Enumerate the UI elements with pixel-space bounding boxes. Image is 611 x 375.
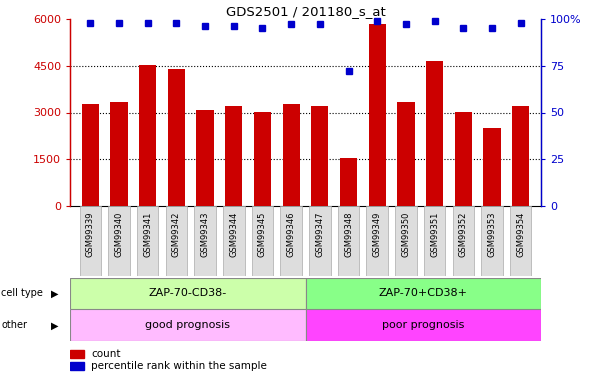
Text: ▶: ▶ (51, 320, 58, 330)
Bar (168, 69, 185, 206)
FancyBboxPatch shape (166, 206, 187, 276)
Bar (282, 104, 300, 206)
FancyBboxPatch shape (424, 206, 445, 276)
Text: GSM99349: GSM99349 (373, 212, 382, 257)
Text: cell type: cell type (1, 288, 43, 298)
Text: GSM99342: GSM99342 (172, 212, 181, 257)
FancyBboxPatch shape (510, 206, 532, 276)
Bar (368, 24, 386, 206)
Bar (311, 106, 329, 206)
FancyBboxPatch shape (453, 206, 474, 276)
Text: GSM99347: GSM99347 (315, 212, 324, 257)
Text: GSM99351: GSM99351 (430, 212, 439, 257)
FancyBboxPatch shape (223, 206, 244, 276)
Text: GSM99352: GSM99352 (459, 212, 468, 257)
Bar (512, 106, 529, 206)
Title: GDS2501 / 201180_s_at: GDS2501 / 201180_s_at (225, 4, 386, 18)
Text: GSM99343: GSM99343 (200, 212, 210, 257)
Text: GSM99350: GSM99350 (401, 212, 411, 257)
FancyBboxPatch shape (252, 206, 273, 276)
Bar (70, 350, 84, 358)
Text: GSM99354: GSM99354 (516, 212, 525, 257)
Bar (197, 110, 214, 206)
Text: GSM99345: GSM99345 (258, 212, 267, 257)
Bar (340, 158, 357, 206)
FancyBboxPatch shape (395, 206, 417, 276)
Bar (70, 362, 84, 370)
Text: ZAP-70-CD38-: ZAP-70-CD38- (148, 288, 227, 298)
Text: other: other (1, 320, 27, 330)
Text: GSM99341: GSM99341 (143, 212, 152, 257)
FancyBboxPatch shape (481, 206, 503, 276)
Bar (254, 112, 271, 206)
FancyBboxPatch shape (137, 206, 158, 276)
Text: percentile rank within the sample: percentile rank within the sample (92, 361, 267, 371)
Bar (225, 106, 243, 206)
Text: GSM99353: GSM99353 (488, 212, 497, 257)
FancyBboxPatch shape (79, 206, 101, 276)
Bar (455, 112, 472, 206)
FancyBboxPatch shape (367, 206, 388, 276)
Text: GSM99340: GSM99340 (114, 212, 123, 257)
Bar (306, 309, 541, 341)
Bar (111, 102, 128, 206)
Text: ▶: ▶ (51, 288, 58, 298)
Text: poor prognosis: poor prognosis (382, 320, 464, 330)
Bar (397, 102, 414, 206)
Bar (70, 309, 306, 341)
FancyBboxPatch shape (194, 206, 216, 276)
Text: GSM99346: GSM99346 (287, 212, 296, 257)
Text: GSM99348: GSM99348 (344, 212, 353, 257)
Text: ZAP-70+CD38+: ZAP-70+CD38+ (379, 288, 467, 298)
Text: GSM99344: GSM99344 (229, 212, 238, 257)
Bar (70, 278, 306, 309)
Bar (139, 65, 156, 206)
Text: good prognosis: good prognosis (145, 320, 230, 330)
Text: count: count (92, 349, 121, 359)
Bar (82, 104, 99, 206)
FancyBboxPatch shape (108, 206, 130, 276)
Bar (483, 128, 500, 206)
Text: GSM99339: GSM99339 (86, 212, 95, 257)
Bar (426, 61, 443, 206)
Bar (306, 278, 541, 309)
FancyBboxPatch shape (338, 206, 359, 276)
FancyBboxPatch shape (309, 206, 331, 276)
FancyBboxPatch shape (280, 206, 302, 276)
